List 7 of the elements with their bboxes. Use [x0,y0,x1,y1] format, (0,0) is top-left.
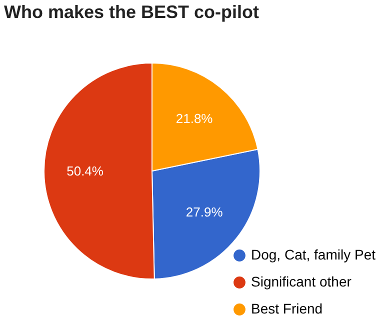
legend-label: Best Friend [251,300,323,316]
data-label: 50.4% [66,164,104,179]
legend-label: Dog, Cat, family Pet [251,246,376,262]
data-label: 27.9% [186,204,224,220]
chart-title: Who makes the BEST co-pilot [4,2,260,22]
legend-label: Significant other [251,274,352,290]
data-label: 21.8% [176,111,214,126]
